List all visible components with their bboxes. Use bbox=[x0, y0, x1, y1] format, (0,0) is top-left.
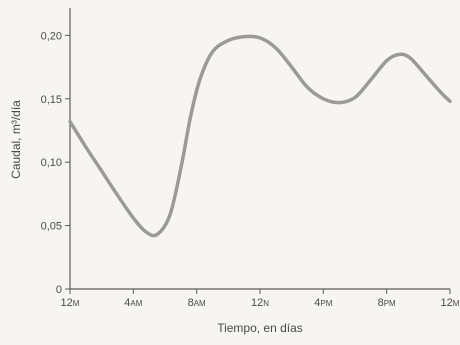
y-tick-label: 0,05 bbox=[41, 221, 62, 233]
y-tick-label: 0 bbox=[56, 284, 62, 296]
x-tick-label: 4PM bbox=[314, 297, 332, 309]
y-tick-label: 0,20 bbox=[41, 30, 62, 42]
y-axis-title: Caudal, m³/día bbox=[9, 100, 23, 179]
y-axis-ticks: 0 0,05 0,10 0,15 0,20 bbox=[41, 30, 70, 296]
x-tick-label: 8PM bbox=[378, 297, 396, 309]
x-axis-ticks: 12M 4AM 8AM 12N 4PM 8PM 12M bbox=[61, 289, 460, 309]
x-tick-label: 12N bbox=[251, 297, 269, 309]
y-tick-label: 0,15 bbox=[41, 94, 62, 106]
x-tick-label: 8AM bbox=[188, 297, 206, 309]
y-tick-label: 0,10 bbox=[41, 157, 62, 169]
x-tick-label: 12M bbox=[441, 297, 460, 309]
flow-series-line bbox=[68, 34, 452, 238]
x-tick-label: 12M bbox=[61, 297, 80, 309]
x-tick-label: 4AM bbox=[124, 297, 142, 309]
x-axis-title: Tiempo, en días bbox=[217, 321, 303, 335]
